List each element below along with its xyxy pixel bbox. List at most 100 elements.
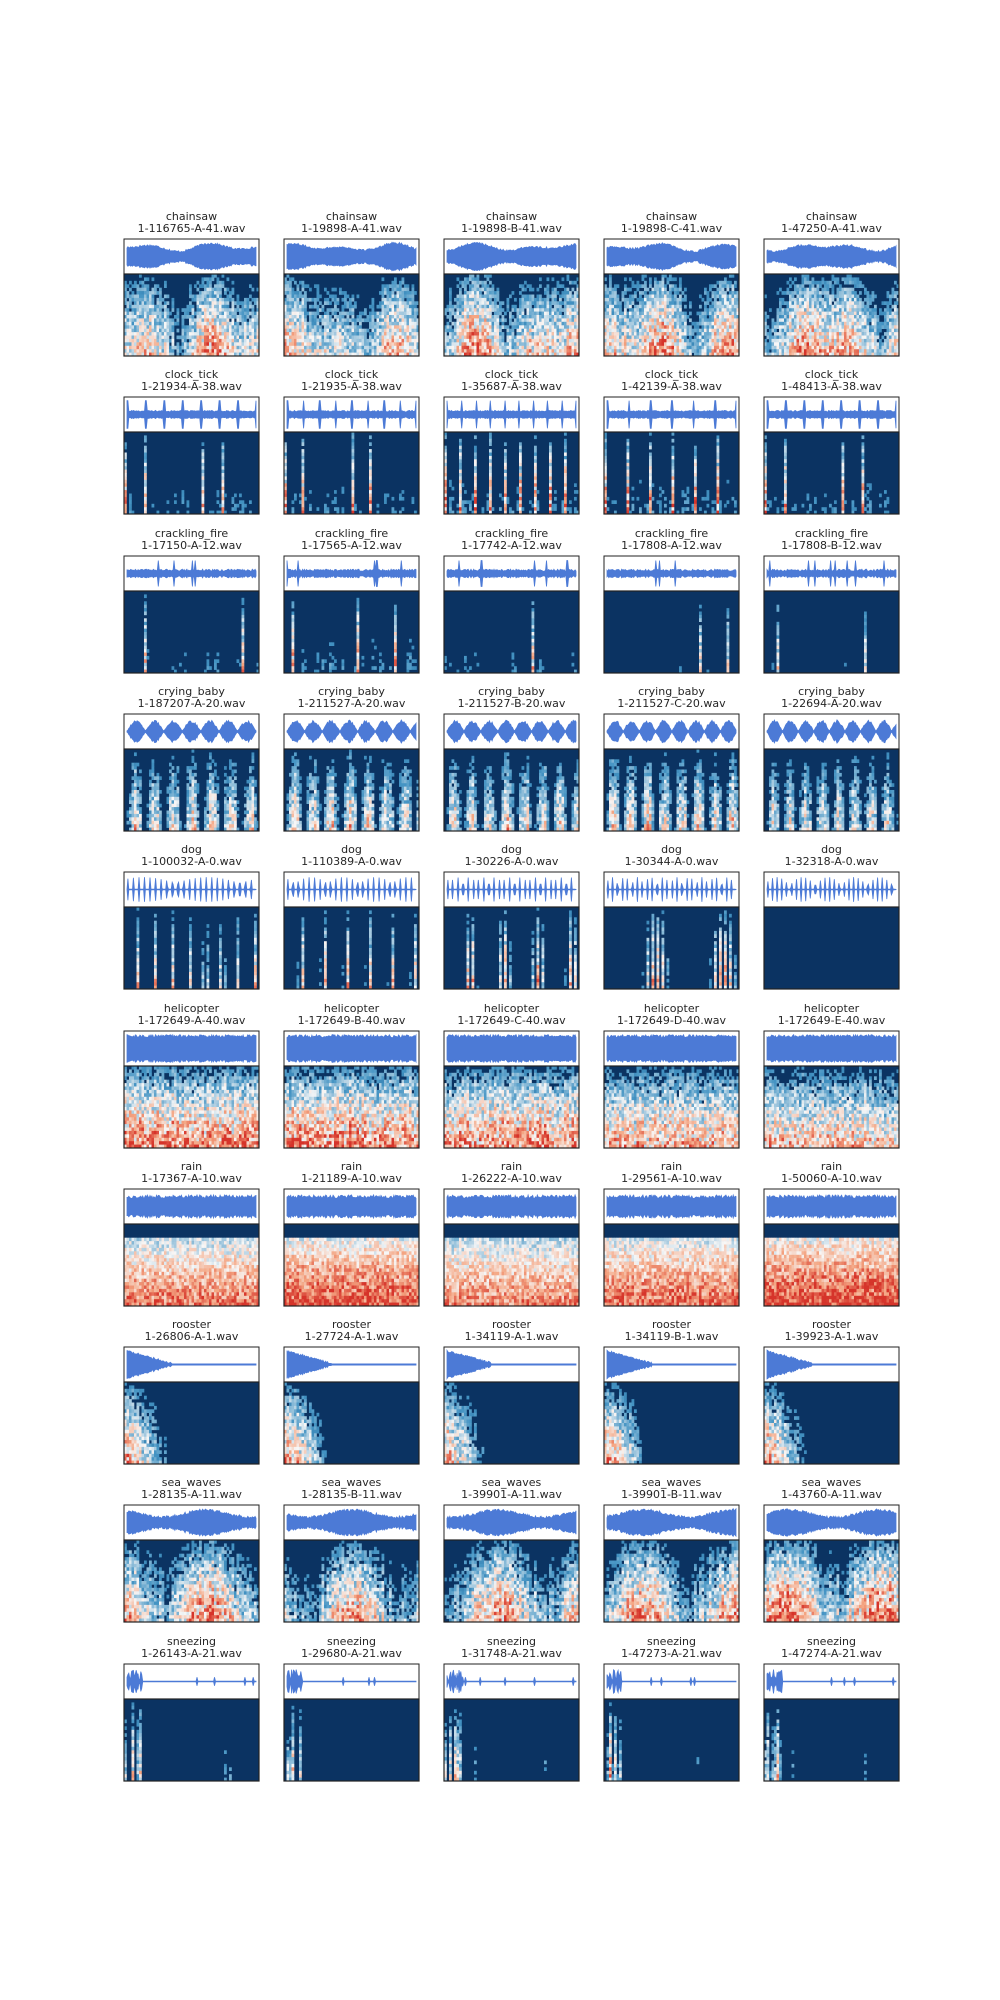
spectrogram-cell (684, 294, 687, 299)
spectrogram-cell (216, 338, 220, 343)
spectrogram-cell (844, 349, 847, 353)
spectrogram-cell (286, 342, 290, 346)
spectrogram-cell (394, 352, 397, 357)
spectrogram-cell (886, 318, 890, 323)
spectrogram-cell (254, 345, 257, 350)
spectrogram-cell (861, 304, 865, 309)
spectrogram-cell (331, 345, 335, 350)
spectrogram-cell (289, 287, 292, 292)
spectrogram-cell (491, 287, 495, 292)
spectrogram-cell (679, 325, 682, 329)
spectrogram-cell (696, 338, 700, 343)
spectrogram-cell (801, 318, 805, 323)
spectrogram-cell (136, 287, 140, 292)
spectrogram-cell (559, 315, 562, 319)
spectrogram-cell (791, 332, 795, 336)
spectrogram-cell (719, 335, 722, 340)
spectrogram-cell (164, 301, 167, 305)
spectrogram-cell (556, 308, 560, 312)
spectrogram-cell (124, 459, 127, 463)
spectrogram-cell (671, 287, 675, 292)
spectrogram-cell (416, 308, 420, 312)
spectrogram-cell (489, 308, 492, 312)
spectrogram-cell (146, 297, 150, 302)
spectrogram-cell (736, 291, 740, 295)
spectrogram-cell (489, 352, 492, 357)
spectrogram-cell (391, 352, 395, 357)
spectrogram-cell (721, 297, 725, 302)
spectrogram-cell (736, 349, 740, 353)
spectrogram-cell (339, 342, 342, 346)
spectrogram-cell (671, 342, 675, 346)
spectrogram-cell (386, 311, 390, 316)
spectrogram-cell (859, 301, 862, 305)
spectrogram-cell (799, 321, 802, 326)
spectrogram-cell (841, 308, 845, 312)
spectrogram-cell (384, 321, 387, 326)
spectrogram-cell (129, 328, 132, 333)
spectrogram-cell (484, 342, 487, 346)
spectrogram-cell (546, 349, 550, 353)
spectrogram-cell (409, 321, 412, 326)
spectrogram-cell (839, 332, 842, 336)
spectrogram-cell (894, 315, 897, 319)
spectrogram-cell (711, 315, 715, 319)
spectrogram-cell (299, 332, 302, 336)
spectrogram-cell (674, 321, 677, 326)
spectrogram-cell (891, 349, 895, 353)
spectrogram-cell (401, 311, 405, 316)
spectrogram-cell (849, 274, 852, 278)
spectrogram-cell (284, 284, 287, 288)
spectrogram-cell (141, 325, 145, 329)
spectrogram-cell (609, 287, 612, 292)
spectrogram-cell (886, 328, 890, 333)
spectrogram-cell (684, 287, 687, 292)
spectrogram-cell (689, 342, 692, 346)
spectrogram-cell (491, 321, 495, 326)
spectrogram-cell (651, 332, 655, 336)
spectrogram-cell (731, 349, 735, 353)
spectrogram-cell (394, 287, 397, 292)
spectrogram-cell (129, 325, 132, 329)
spectrogram-cell (324, 301, 327, 305)
spectrogram-cell (386, 328, 390, 333)
spectrogram-cell (559, 352, 562, 357)
spectrogram-cell (191, 318, 195, 323)
spectrogram-cell (641, 335, 645, 340)
spectrogram-cell (246, 332, 250, 336)
spectrogram-cell (354, 318, 357, 323)
spectrogram-cell (801, 332, 805, 336)
spectrogram-cell (364, 335, 367, 340)
spectrogram-cell (411, 325, 415, 329)
spectrogram-cell (676, 325, 680, 329)
spectrogram-cell (871, 308, 875, 312)
spectrogram-cell (516, 352, 520, 357)
spectrogram-cell (829, 328, 832, 333)
spectrogram-cell (644, 287, 647, 292)
spectrogram-cell (496, 318, 500, 323)
spectrogram-cell (524, 294, 527, 299)
spectrogram-cell (689, 328, 692, 333)
spectrogram-cell (574, 321, 577, 326)
spectrogram-cell (786, 335, 790, 340)
spectrogram-cell (576, 325, 580, 329)
spectrogram-cell (469, 318, 472, 323)
spectrogram-cell (131, 345, 135, 350)
spectrogram-cell (229, 311, 232, 316)
spectrogram-cell (704, 328, 707, 333)
spectrogram-cell (824, 287, 827, 292)
spectrogram-cell (656, 297, 660, 302)
spectrogram-cell (704, 335, 707, 340)
spectrogram-cell (231, 352, 235, 357)
spectrogram-cell (151, 325, 155, 329)
spectrogram-cell (854, 321, 857, 326)
spectrogram-cell (559, 297, 562, 302)
spectrogram-cell (574, 332, 577, 336)
spectrogram-cell (551, 345, 555, 350)
spectrogram-cell (181, 315, 185, 319)
spectrogram-cell (306, 338, 310, 343)
spectrogram-cell (894, 291, 897, 295)
spectrogram-cell (574, 325, 577, 329)
spectrogram-cell (814, 352, 817, 357)
spectrogram-cell (371, 349, 375, 353)
